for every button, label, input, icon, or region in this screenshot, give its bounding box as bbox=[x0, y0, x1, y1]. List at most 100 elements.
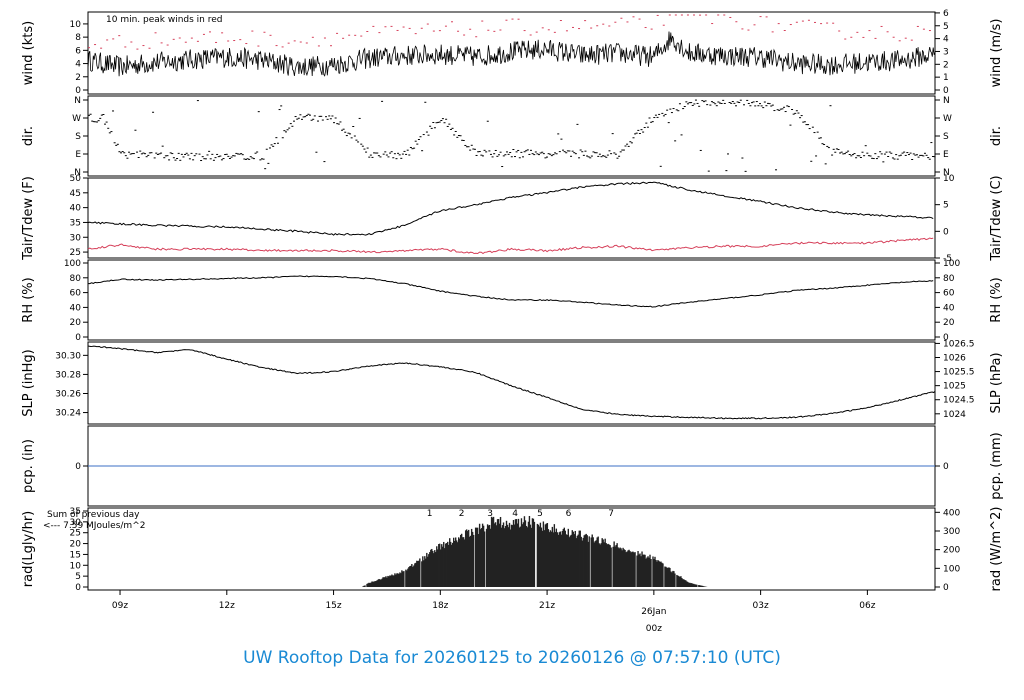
tick-label-temp-f: 50 bbox=[70, 174, 82, 184]
y2-axis-label-rh: RH (%) bbox=[989, 277, 1004, 322]
tick-label-rad-wm2: 200 bbox=[943, 546, 960, 556]
tick-label-rad-lgly: 0 bbox=[75, 583, 81, 593]
tick-label-rad-lgly: 35 bbox=[70, 507, 81, 517]
footer-title: UW Rooftop Data for 20260125 to 20260126… bbox=[243, 648, 781, 668]
panel-frame-slp bbox=[87, 341, 936, 425]
tick-label-wind-ms: 6 bbox=[943, 9, 949, 19]
panel-frame-temp bbox=[87, 177, 936, 259]
tick-label-rh-right: 0 bbox=[943, 333, 949, 343]
x-tick-label: 15z bbox=[325, 601, 341, 611]
tick-label-rh: 0 bbox=[75, 333, 81, 343]
radiation-hour-marker: 7 bbox=[608, 509, 614, 519]
tick-label-rad-lgly: 25 bbox=[70, 529, 81, 539]
tick-label-rad-lgly: 20 bbox=[70, 540, 82, 550]
tick-label-dir-right: S bbox=[943, 132, 949, 142]
radiation-hour-marker: 5 bbox=[537, 509, 543, 519]
tick-label-temp-c: 10 bbox=[943, 174, 955, 184]
tick-label-rad-wm2: 300 bbox=[943, 527, 960, 537]
tick-label-rh-right: 100 bbox=[943, 259, 960, 269]
tick-label-temp-f: 45 bbox=[70, 189, 81, 199]
tick-label-rad-wm2: 400 bbox=[943, 508, 960, 518]
tick-label-dir-right: E bbox=[943, 150, 949, 160]
tick-label-rad-lgly: 15 bbox=[70, 550, 81, 560]
tick-label-wind-kts: 4 bbox=[75, 60, 81, 70]
tick-label-dir: N bbox=[74, 96, 81, 106]
x-tick-label: 21z bbox=[539, 601, 555, 611]
tick-label-wind-kts: 6 bbox=[75, 46, 81, 56]
x-tick-label: 18z bbox=[432, 601, 448, 611]
tick-label-rh-right: 40 bbox=[943, 303, 955, 313]
tick-label-rad-wm2: 100 bbox=[943, 564, 960, 574]
tick-label-slp-inhg: 30.24 bbox=[55, 409, 81, 419]
dewpoint-line bbox=[87, 237, 934, 255]
tick-label-slp-hpa: 1026 bbox=[943, 353, 966, 363]
x-tick-label: 12z bbox=[219, 601, 235, 611]
tick-label-temp-c: 0 bbox=[943, 227, 949, 237]
relative-humidity-line bbox=[88, 275, 934, 308]
tick-label-rh: 40 bbox=[70, 303, 82, 313]
panel-frame-dir bbox=[87, 95, 936, 177]
tick-label-dir-right: N bbox=[943, 96, 950, 106]
tick-label-dir: E bbox=[75, 150, 81, 160]
tick-label-rh-right: 20 bbox=[943, 318, 955, 328]
sea-level-pressure-line bbox=[87, 345, 936, 420]
tick-label-rad-wm2: 0 bbox=[943, 583, 949, 593]
x-tick-label: 09z bbox=[112, 601, 128, 611]
tick-label-dir: N bbox=[74, 168, 81, 178]
tick-label-temp-c: -5 bbox=[943, 254, 952, 264]
tick-label-pcp-in: 0 bbox=[75, 462, 81, 472]
tick-label-rad-lgly: 5 bbox=[75, 572, 81, 582]
y2-axis-label-slp: SLP (hPa) bbox=[989, 352, 1004, 413]
y2-axis-label-temp: Tair/Tdew (C) bbox=[989, 175, 1004, 261]
tick-label-dir: W bbox=[72, 114, 81, 124]
tick-label-slp-hpa: 1026.5 bbox=[943, 339, 975, 349]
y-axis-label-pcp: pcp. (in) bbox=[21, 439, 36, 493]
y2-axis-label-rad: rad (W/m^2) bbox=[989, 507, 1004, 592]
tick-label-wind-kts: 0 bbox=[75, 86, 81, 96]
radiation-sum-value: <--- 7.59 MJoules/m^2 bbox=[43, 521, 145, 531]
tick-label-wind-ms: 1 bbox=[943, 73, 949, 83]
tick-label-wind-kts: 2 bbox=[75, 73, 81, 83]
y-axis-label-wind: wind (kts) bbox=[21, 21, 36, 85]
x-date-label: 26Jan bbox=[641, 607, 666, 617]
tick-label-slp-hpa: 1025.5 bbox=[943, 368, 975, 378]
wind-speed-line bbox=[87, 31, 936, 77]
y-axis-label-rad: rad(Lgly/hr) bbox=[21, 511, 36, 587]
tick-label-slp-hpa: 1024.5 bbox=[943, 396, 975, 406]
tick-label-rh: 20 bbox=[70, 318, 82, 328]
tick-label-temp-f: 35 bbox=[70, 218, 81, 228]
tick-label-rad-lgly: 30 bbox=[70, 518, 82, 528]
tick-label-slp-inhg: 30.28 bbox=[55, 370, 81, 380]
tick-label-temp-f: 25 bbox=[70, 248, 81, 258]
panel-frame-rad bbox=[87, 507, 936, 591]
tick-label-dir-right: W bbox=[943, 114, 952, 124]
tick-label-slp-inhg: 30.30 bbox=[55, 351, 81, 361]
tick-label-wind-ms: 3 bbox=[943, 47, 949, 57]
y2-axis-label-pcp: pcp. (mm) bbox=[989, 432, 1004, 499]
x-tick-label: 06z bbox=[859, 601, 875, 611]
tick-label-slp-inhg: 30.26 bbox=[55, 389, 81, 399]
panel-frame-rh bbox=[87, 259, 936, 341]
air-temperature-line bbox=[87, 181, 934, 236]
y2-axis-label-dir: dir. bbox=[989, 126, 1004, 146]
radiation-hour-marker: 4 bbox=[512, 509, 518, 519]
radiation-hour-marker: 3 bbox=[487, 509, 493, 519]
radiation-hour-marker: 1 bbox=[427, 509, 433, 519]
peak-wind-note: 10 min. peak winds in red bbox=[106, 15, 223, 25]
y-axis-label-temp: Tair/Tdew (F) bbox=[21, 176, 36, 261]
tick-label-temp-f: 40 bbox=[70, 204, 82, 214]
tick-label-rad-lgly: 10 bbox=[70, 561, 82, 571]
tick-label-wind-ms: 5 bbox=[943, 22, 949, 32]
radiation-hour-marker: 2 bbox=[459, 509, 465, 519]
tick-label-slp-hpa: 1025 bbox=[943, 382, 966, 392]
tick-label-dir: S bbox=[75, 132, 81, 142]
tick-label-rh: 60 bbox=[70, 289, 82, 299]
tick-label-dir-right: N bbox=[943, 168, 950, 178]
tick-label-wind-ms: 4 bbox=[943, 35, 949, 45]
tick-label-rh-right: 60 bbox=[943, 289, 955, 299]
tick-label-pcp-mm: 0 bbox=[943, 462, 949, 472]
y2-axis-label-wind: wind (m/s) bbox=[989, 19, 1004, 88]
tick-label-rh: 100 bbox=[64, 259, 81, 269]
